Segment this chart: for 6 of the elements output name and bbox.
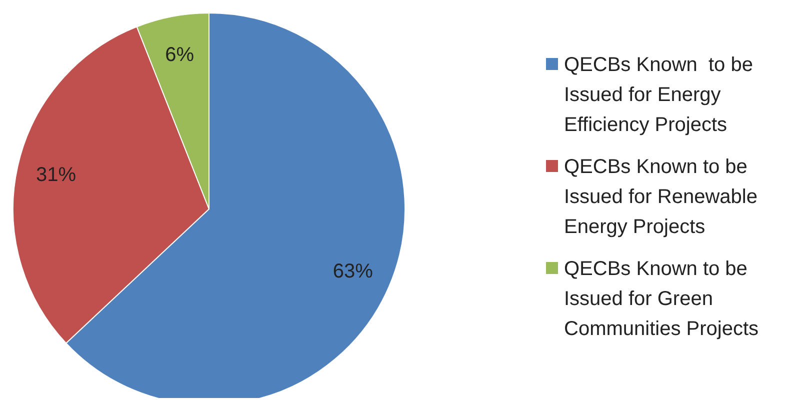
- legend-label: QECBs Known to be Issued for Renewable Energy Projects: [564, 155, 758, 240]
- legend-label: QECBs Known to be Issued for Energy Efficiency Projects: [564, 53, 754, 138]
- data-label: 63%: [332, 260, 374, 282]
- legend-label: QECBs Known to be Issued for Green Communities Projects: [564, 257, 760, 342]
- data-label: 31%: [36, 164, 76, 186]
- data-label: 6%: [165, 44, 194, 66]
